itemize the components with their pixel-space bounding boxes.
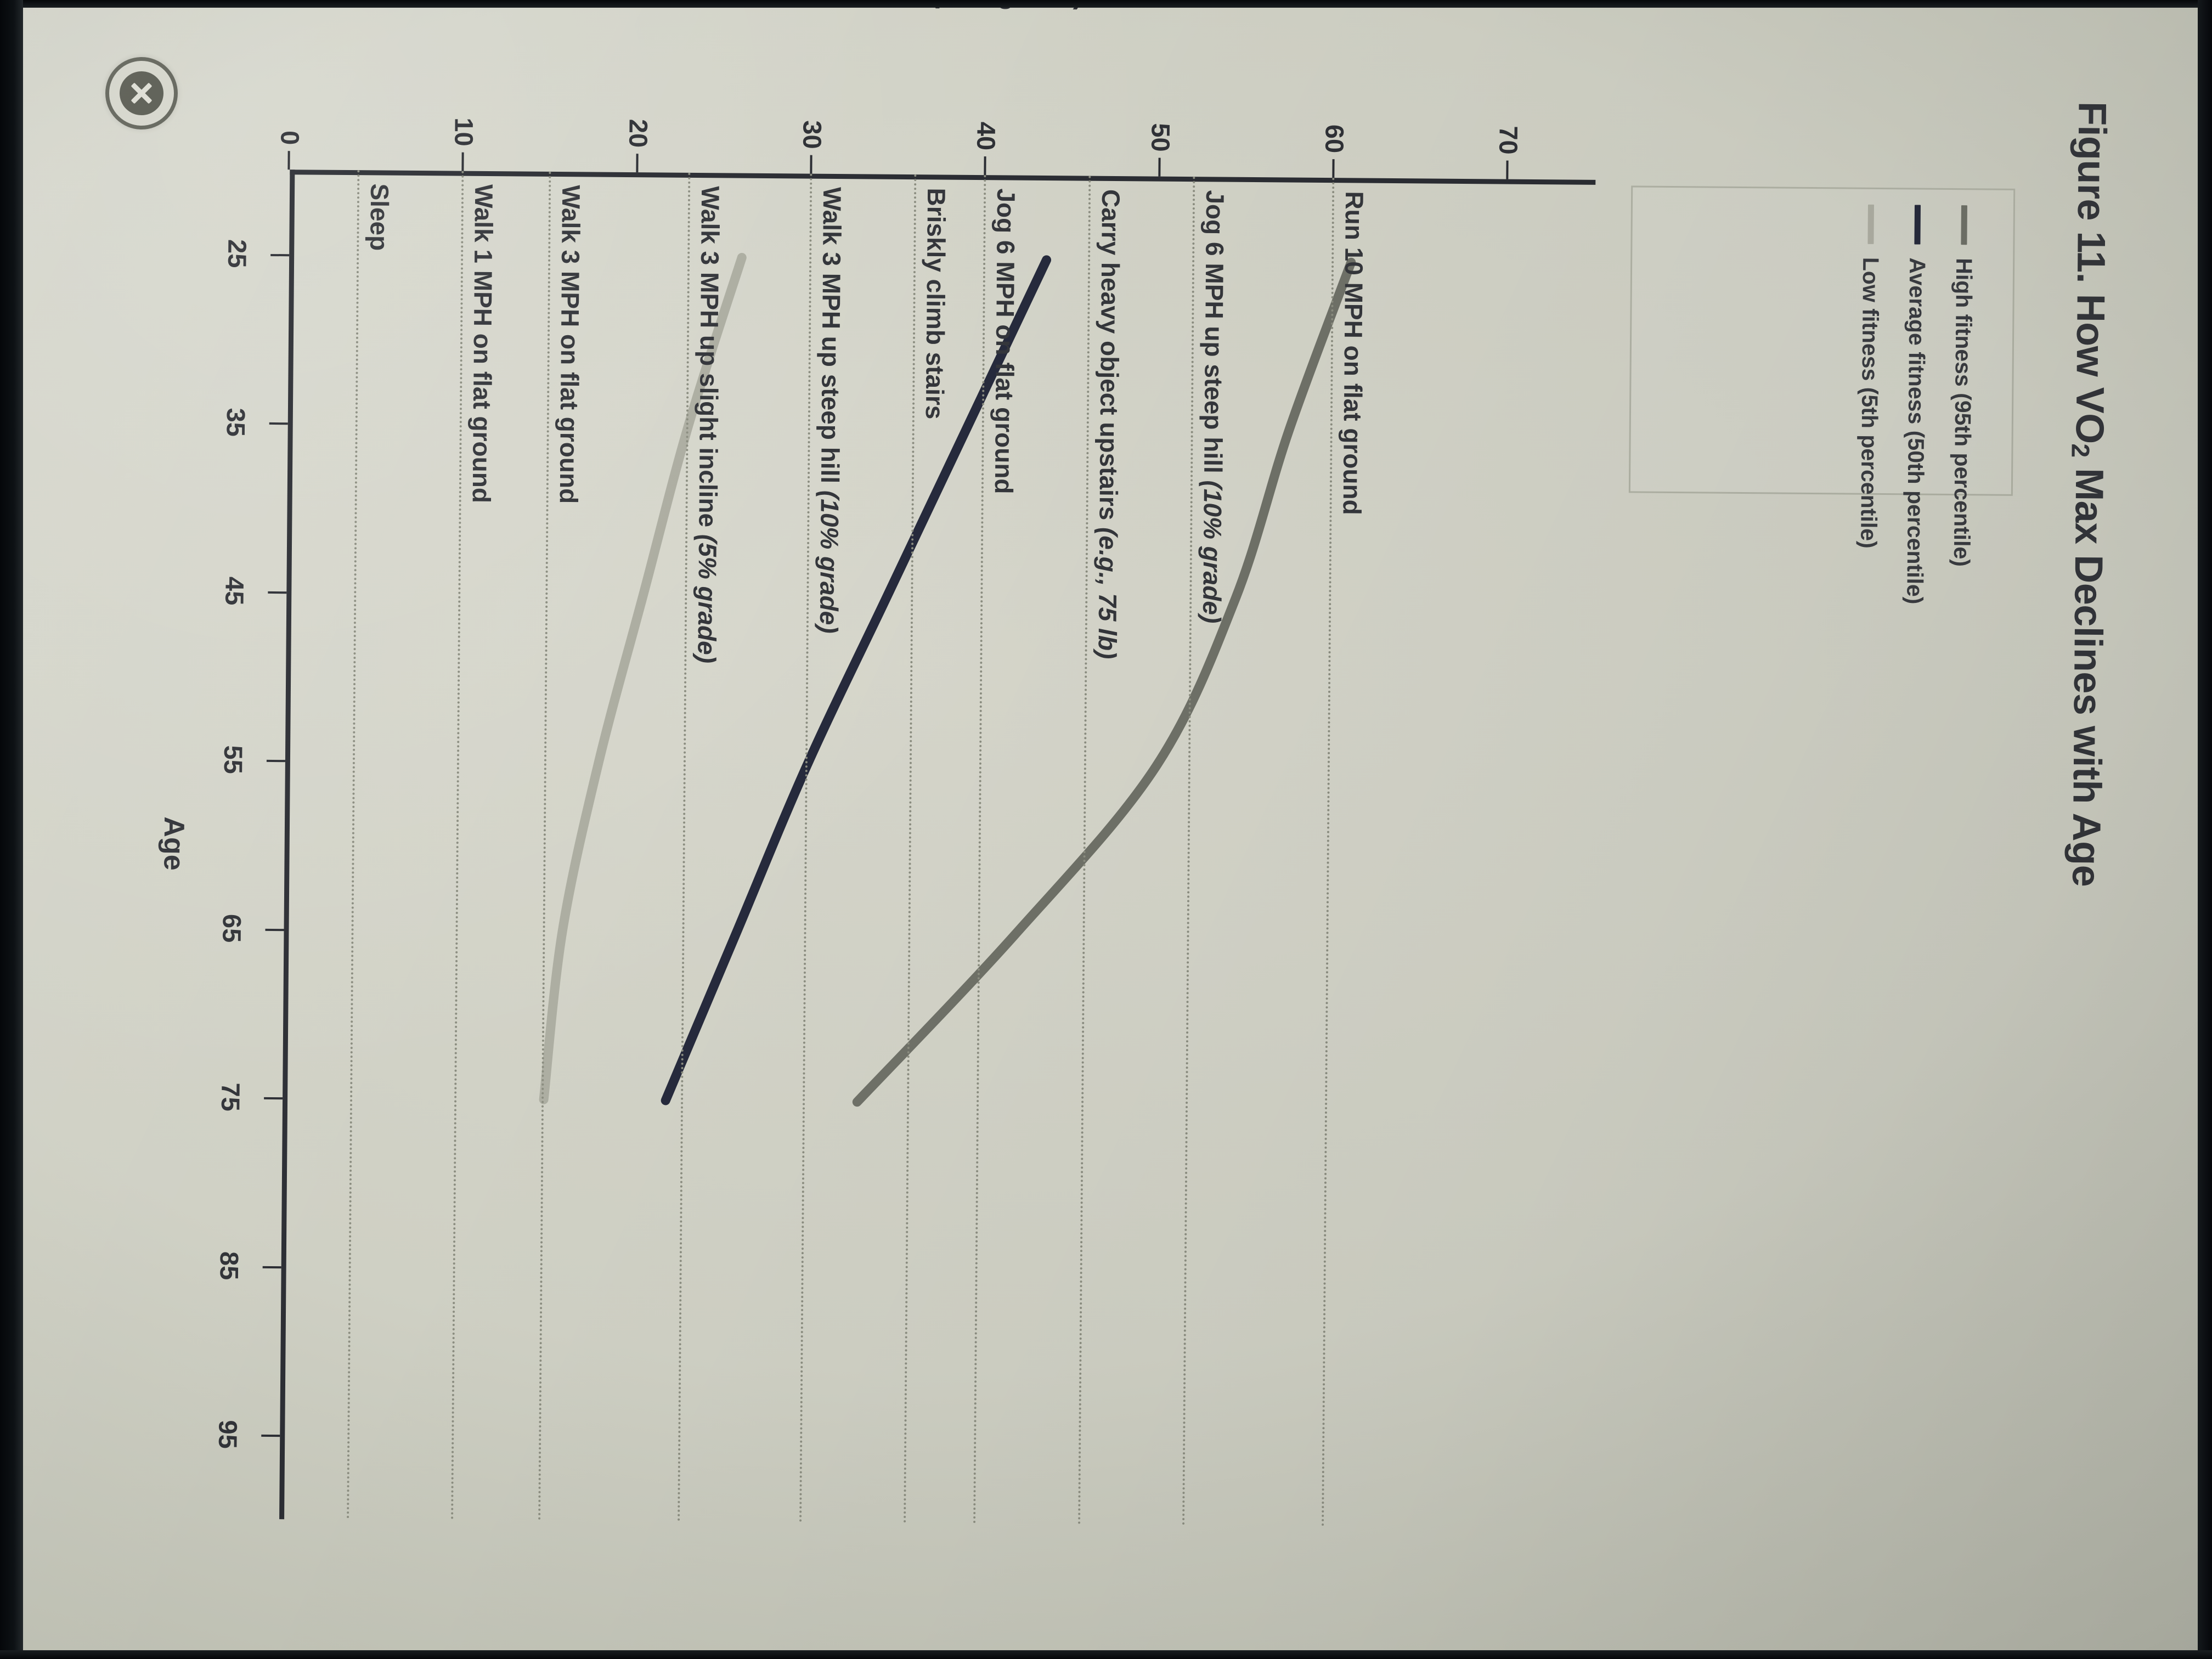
x-axis-tick [262,1266,281,1268]
x-axis-tick [269,422,288,425]
device-bezel-top [0,0,2212,8]
x-axis-tick-label: 35 [221,408,251,437]
threshold-annotation-label: Jog 6 MPH on flat ground [984,188,1021,494]
y-axis-tick [461,152,464,171]
figure-page: Figure 11. How VO2 Max Declines with Age… [40,8,2181,1650]
legend-swatch [1961,205,1967,245]
threshold-annotation-qualifier: (5% grade) [692,534,723,664]
device-bezel-left [0,0,23,1659]
x-axis-tick-label: 45 [220,576,250,606]
x-axis-tick-label: 75 [216,1082,246,1112]
threshold-annotation-text: Walk 3 MPH up steep hill [815,187,847,491]
legend-swatch [1867,204,1874,244]
threshold-annotation-text: Run 10 MPH on flat ground [1338,191,1369,515]
x-axis-tick [270,253,290,256]
y-axis-tick [1506,160,1509,179]
threshold-annotation-text: Walk 3 MPH up slight incline [693,186,725,535]
y-axis-tick [287,151,290,170]
threshold-annotation-text: Jog 6 MPH up steep hill [1199,190,1230,481]
legend-item: Low fitness (5th percentile) [1856,204,1884,549]
close-icon[interactable] [105,57,178,129]
y-axis-label: VO2 max (ml/kg/min) [697,8,1191,13]
y-axis-tick-label: 30 [798,120,827,149]
y-axis-tick-label: 20 [623,119,653,148]
figure-title: Figure 11. How VO2 Max Declines with Age [2057,101,2114,1528]
legend-item: High fitness (95th percentile) [1949,205,1977,567]
device-bezel-right [2198,0,2212,1659]
y-axis-tick [810,155,812,174]
y-axis-tick [984,156,986,176]
plot-area: VO2 max (ml/kg/min) Age 0 10 20 30 40 50 60 70 2… [157,8,1596,1530]
legend-item: Average fitness (50th percentile) [1902,205,1931,605]
x-axis-tick-label: 55 [218,745,249,775]
chart-legend: High fitness (95th percentile) Average fi… [1628,185,2016,605]
figure-title-subscript: 2 [2066,443,2095,458]
figure-title-prefix: Figure 11. How VO [2067,101,2114,444]
legend-item-label: Average fitness (50th percentile) [1902,257,1931,605]
x-axis-tick [265,928,284,931]
threshold-annotation-label: Jog 6 MPH up steep hill (10% grade) [1192,190,1230,623]
y-axis-tick [1158,157,1161,177]
series-curves [539,252,1356,1107]
x-axis-tick-label: 85 [215,1251,244,1280]
threshold-annotation-text: Walk 3 MPH on flat ground [554,185,586,504]
threshold-annotation-label: Run 10 MPH on flat ground [1332,191,1370,515]
threshold-annotation-text: Sleep [365,183,394,251]
y-axis-tick-label: 70 [1494,126,1523,155]
x-axis-tick [261,1435,280,1437]
threshold-annotation-label: Walk 3 MPH on flat ground [549,185,586,504]
threshold-annotation-label: Briskly climb stairs [915,188,951,419]
threshold-annotation-label: Carry heavy object upstairs (e.g., 75 lb… [1087,189,1126,659]
x-axis-tick-label: 95 [213,1420,243,1449]
y-axis-tick-label: 60 [1320,124,1350,154]
x-axis-tick-label: 25 [222,239,252,268]
series-line [661,255,1052,1105]
threshold-annotation-text: Jog 6 MPH on flat ground [990,188,1021,494]
threshold-annotation-label: Walk 3 MPH up slight incline (5% grade) [686,186,725,663]
legend-item-label: High fitness (95th percentile) [1949,258,1977,567]
threshold-annotation-qualifier: (e.g., 75 lb) [1093,527,1123,659]
device-bezel-bottom [0,1650,2212,1659]
y-axis-tick-label: 50 [1146,123,1176,152]
y-axis-tick-label: 0 [275,130,305,145]
reader-screen: Figure 11. How VO2 Max Declines with Age… [23,8,2198,1650]
threshold-annotation-qualifier: (10% grade) [1198,480,1228,624]
x-axis-tick [264,1097,283,1100]
threshold-annotation-text: Briskly climb stairs [921,188,951,420]
threshold-annotation-text: Walk 1 MPH on flat ground [467,184,499,504]
series-line [539,252,747,1104]
x-axis-label: Age [157,816,190,871]
y-axis-tick [636,154,639,173]
x-axis-tick-label: 65 [217,913,247,943]
threshold-annotation-label: Walk 1 MPH on flat ground [461,184,499,503]
y-axis-tick [1332,159,1335,178]
x-axis-tick [268,591,287,594]
y-axis-tick-label: 10 [449,117,479,146]
legend-swatch [1914,205,1921,245]
threshold-annotation-qualifier: (10% grade) [814,490,844,634]
y-axis-tick-label: 40 [972,121,1001,151]
close-icon-glyph [129,81,154,106]
legend-item-label: Low fitness (5th percentile) [1856,257,1884,549]
series-line [852,257,1356,1107]
threshold-annotation-label: Walk 3 MPH up steep hill (10% grade) [809,187,847,634]
x-axis-tick [266,760,285,763]
close-icon-disc [120,71,163,115]
threshold-annotation-label: Sleep [359,183,394,251]
figure-title-suffix: Max Declines with Age [2064,457,2112,887]
threshold-annotation-text: Carry heavy object upstairs [1094,189,1125,528]
